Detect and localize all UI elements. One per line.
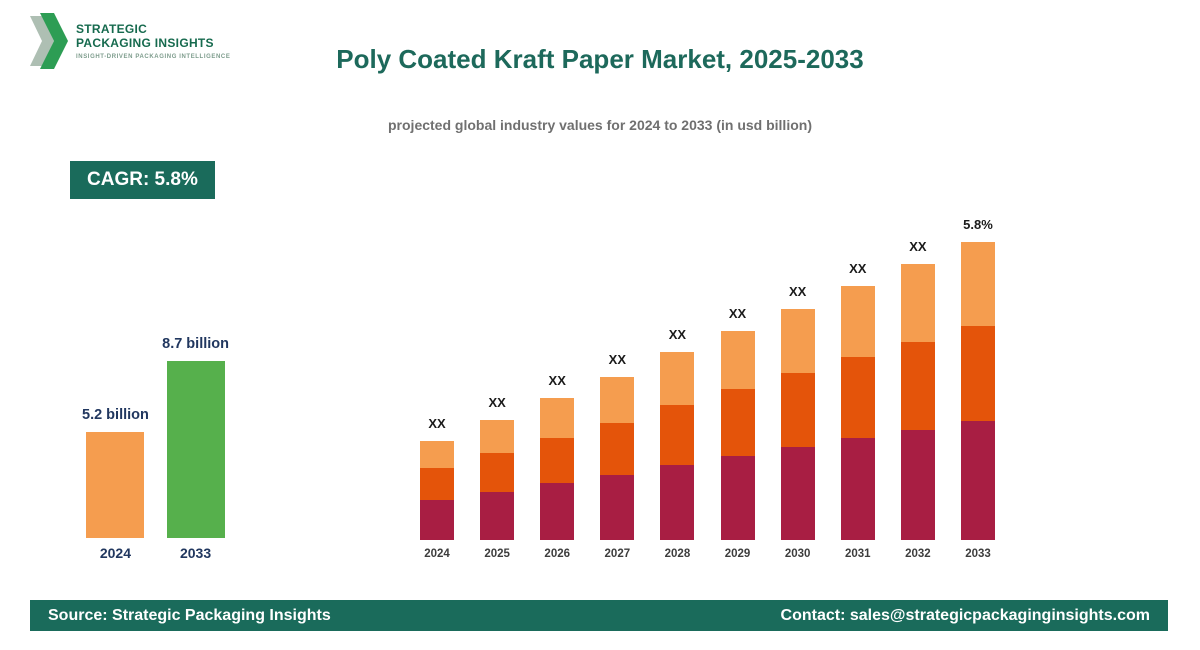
stacked-bar-column: XX 2030 xyxy=(780,284,815,562)
logo-name-line2: PACKAGING INSIGHTS xyxy=(76,36,214,50)
bar-year-label: 2033 xyxy=(179,545,212,561)
bar-segment-bottom xyxy=(540,483,575,540)
bar-value-label: XX xyxy=(488,395,506,410)
stacked-bar xyxy=(660,352,695,540)
mini-bar-column: 8.7 billion 2033 xyxy=(162,336,229,562)
bar-segment-bottom xyxy=(480,492,515,540)
bar-segment-middle xyxy=(540,438,575,483)
bar-value-label: 5.8% xyxy=(963,217,993,232)
bar-segment-middle xyxy=(720,389,755,456)
bar-year-label: 2024 xyxy=(424,548,450,560)
bar-year-label: 2033 xyxy=(965,548,991,560)
logo: STRATEGIC PACKAGING INSIGHTS INSIGHT-DRI… xyxy=(30,13,230,69)
stacked-bar xyxy=(900,264,935,540)
bar-segment-bottom xyxy=(780,447,815,540)
bar-year-label: 2029 xyxy=(724,548,751,560)
bar-segment-middle xyxy=(660,405,695,465)
bar xyxy=(166,361,225,538)
bar-year-label: 2024 xyxy=(99,545,132,561)
bar-value-label: XX xyxy=(548,373,566,388)
footer-contact: Contact: sales@strategicpackaginginsight… xyxy=(780,606,1150,624)
bar-segment-top xyxy=(480,420,515,453)
bar-segment-bottom xyxy=(960,421,995,540)
double-chevron-right-icon xyxy=(30,13,68,69)
stacked-bar-column: XX 2026 xyxy=(540,373,575,562)
bar-segment-bottom xyxy=(660,465,695,540)
stacked-bar xyxy=(720,331,755,540)
comparison-bar-chart: 5.2 billion 2024 8.7 billion 2033 xyxy=(82,300,229,562)
bar-value-label: XX xyxy=(728,306,747,321)
bar-segment-middle xyxy=(780,373,815,447)
logo-tagline: INSIGHT-DRIVEN PACKAGING INTELLIGENCE xyxy=(76,54,231,60)
bar-segment-top xyxy=(960,242,995,326)
bar-segment-middle xyxy=(600,423,635,475)
bar-year-label: 2032 xyxy=(905,548,931,560)
stacked-bar xyxy=(420,441,454,540)
stacked-bar-column: XX 2032 xyxy=(900,239,935,562)
bar-year-label: 2026 xyxy=(544,548,571,560)
bar-segment-bottom xyxy=(840,438,875,540)
logo-name-line1: STRATEGIC xyxy=(76,22,148,36)
bar-segment-bottom xyxy=(900,430,935,540)
stacked-bar-column: 5.8% 2033 xyxy=(960,217,995,562)
bar-year-label: 2028 xyxy=(664,548,691,560)
page-subtitle: projected global industry values for 202… xyxy=(388,117,812,133)
bar-segment-bottom xyxy=(600,475,635,540)
logo-text: STRATEGIC PACKAGING INSIGHTS INSIGHT-DRI… xyxy=(76,22,230,60)
stacked-bar-column: XX 2024 xyxy=(420,416,454,562)
bar-year-label: 2031 xyxy=(844,548,871,560)
bar xyxy=(86,432,145,538)
bar-segment-top xyxy=(420,441,454,468)
page-title: Poly Coated Kraft Paper Market, 2025-203… xyxy=(336,44,864,74)
stacked-bar xyxy=(600,377,635,540)
bar-segment-middle xyxy=(480,453,515,492)
bar-segment-bottom xyxy=(720,456,755,540)
bar-value-label: XX xyxy=(428,416,446,431)
bar-value-label: 8.7 billion xyxy=(162,336,229,352)
cagr-badge: CAGR: 5.8% xyxy=(70,161,215,199)
bar-segment-middle xyxy=(840,357,875,438)
footer-bar: Source: Strategic Packaging Insights Con… xyxy=(30,600,1168,631)
bar-segment-middle xyxy=(960,326,995,421)
bar-value-label: XX xyxy=(608,352,626,367)
bar-segment-top xyxy=(840,286,875,357)
stacked-bar-column: XX 2027 xyxy=(600,352,635,562)
bar-segment-top xyxy=(660,352,695,405)
bar-value-label: XX xyxy=(849,261,867,276)
bar-segment-top xyxy=(720,331,755,389)
bar-year-label: 2030 xyxy=(784,548,811,560)
stacked-bar-column: XX 2029 xyxy=(720,306,755,562)
bar-segment-top xyxy=(540,398,575,438)
footer-source: Source: Strategic Packaging Insights xyxy=(48,606,331,624)
stacked-bar xyxy=(840,286,875,540)
mini-bar-column: 5.2 billion 2024 xyxy=(82,407,149,562)
stacked-bar xyxy=(780,309,815,540)
bar-segment-top xyxy=(600,377,635,423)
stacked-bar-column: XX 2025 xyxy=(480,395,515,562)
bar-value-label: XX xyxy=(909,239,927,254)
bar-segment-bottom xyxy=(420,500,454,540)
bar-value-label: 5.2 billion xyxy=(82,407,149,423)
stacked-bar xyxy=(960,242,995,540)
bar-segment-middle xyxy=(420,468,454,500)
bar-segment-top xyxy=(780,309,815,373)
bar-year-label: 2027 xyxy=(604,548,631,560)
stacked-bar xyxy=(480,420,515,540)
bar-segment-top xyxy=(900,264,935,342)
stacked-bar-column: XX 2028 xyxy=(660,327,695,562)
bar-segment-middle xyxy=(900,342,935,430)
stacked-bar-chart: XX 2024 XX 2025 XX 2026 XX 2027 XX 2028 XX 2029 XX 20… xyxy=(420,205,995,562)
stacked-bar xyxy=(540,398,575,540)
bar-value-label: XX xyxy=(668,327,687,342)
bar-year-label: 2025 xyxy=(484,548,510,560)
stacked-bar-column: XX 2031 xyxy=(840,261,875,562)
bar-value-label: XX xyxy=(788,284,807,299)
